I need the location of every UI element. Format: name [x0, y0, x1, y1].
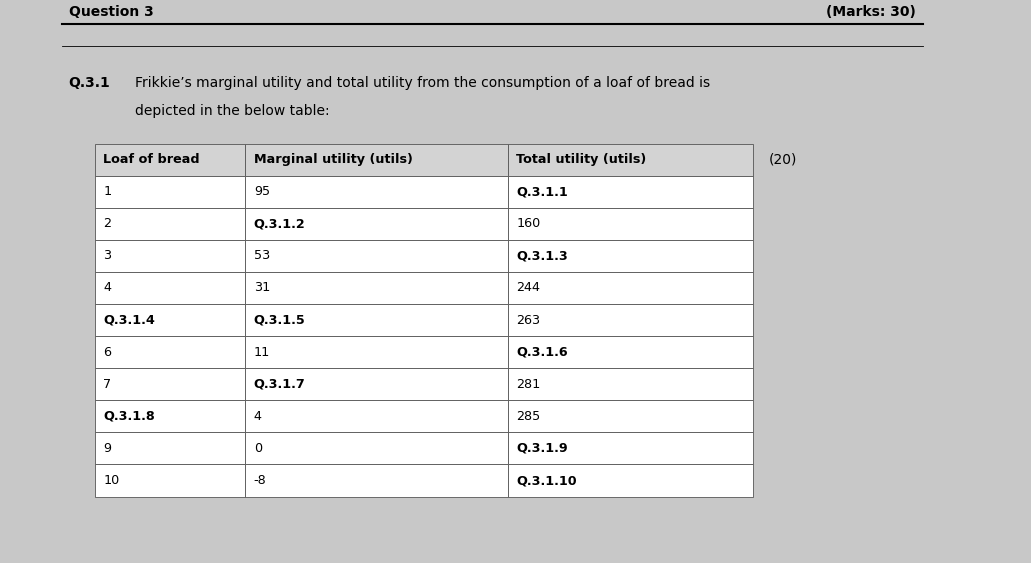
Bar: [245, 368, 508, 400]
Text: 4: 4: [103, 282, 111, 294]
Bar: [245, 400, 508, 432]
Bar: [508, 240, 754, 272]
Bar: [508, 464, 754, 497]
Text: Loaf of bread: Loaf of bread: [103, 153, 200, 166]
Text: 53: 53: [254, 249, 270, 262]
Bar: [245, 464, 508, 497]
Text: 7: 7: [103, 378, 111, 391]
Bar: [508, 304, 754, 336]
Text: Total utility (utils): Total utility (utils): [517, 153, 646, 166]
Text: Q.3.1.10: Q.3.1.10: [517, 474, 577, 487]
Text: -8: -8: [254, 474, 267, 487]
Bar: [245, 176, 508, 208]
Bar: [508, 368, 754, 400]
Bar: [95, 304, 245, 336]
Text: Q.3.1.6: Q.3.1.6: [517, 346, 568, 359]
Text: Marginal utility (utils): Marginal utility (utils): [254, 153, 412, 166]
Bar: [245, 304, 508, 336]
Bar: [508, 144, 754, 176]
Text: 285: 285: [517, 410, 540, 423]
Bar: [95, 464, 245, 497]
Text: Q.3.1.3: Q.3.1.3: [517, 249, 568, 262]
Text: 281: 281: [517, 378, 540, 391]
Bar: [95, 208, 245, 240]
Bar: [95, 432, 245, 464]
Bar: [95, 176, 245, 208]
Bar: [95, 240, 245, 272]
Text: 6: 6: [103, 346, 111, 359]
Text: 1: 1: [103, 185, 111, 198]
Text: Q.3.1.8: Q.3.1.8: [103, 410, 155, 423]
Text: 11: 11: [254, 346, 270, 359]
Text: Question 3: Question 3: [69, 5, 154, 19]
Bar: [95, 144, 245, 176]
Text: 2: 2: [103, 217, 111, 230]
Bar: [245, 208, 508, 240]
Bar: [95, 400, 245, 432]
Bar: [95, 368, 245, 400]
Text: Q.3.1.1: Q.3.1.1: [517, 185, 568, 198]
Bar: [508, 208, 754, 240]
Bar: [508, 400, 754, 432]
Bar: [508, 432, 754, 464]
Text: 31: 31: [254, 282, 270, 294]
Text: 10: 10: [103, 474, 120, 487]
Text: 4: 4: [254, 410, 262, 423]
Text: 263: 263: [517, 314, 540, 327]
Bar: [508, 176, 754, 208]
Text: 160: 160: [517, 217, 540, 230]
Bar: [245, 432, 508, 464]
Bar: [95, 272, 245, 304]
Bar: [508, 336, 754, 368]
Text: (Marks: 30): (Marks: 30): [826, 5, 916, 19]
Bar: [245, 336, 508, 368]
Text: (20): (20): [769, 153, 797, 167]
Bar: [245, 240, 508, 272]
Text: Frikkie’s marginal utility and total utility from the consumption of a loaf of b: Frikkie’s marginal utility and total uti…: [135, 76, 710, 90]
Text: 0: 0: [254, 442, 262, 455]
Text: Q.3.1.4: Q.3.1.4: [103, 314, 155, 327]
Bar: [245, 272, 508, 304]
Text: Q.3.1.2: Q.3.1.2: [254, 217, 305, 230]
Text: 244: 244: [517, 282, 540, 294]
Bar: [245, 144, 508, 176]
Bar: [95, 336, 245, 368]
Text: Q.3.1: Q.3.1: [69, 76, 110, 90]
Text: Q.3.1.7: Q.3.1.7: [254, 378, 305, 391]
Text: 95: 95: [254, 185, 270, 198]
Text: 3: 3: [103, 249, 111, 262]
Bar: [508, 272, 754, 304]
Text: Q.3.1.9: Q.3.1.9: [517, 442, 568, 455]
Text: depicted in the below table:: depicted in the below table:: [135, 104, 330, 118]
Text: 9: 9: [103, 442, 111, 455]
Text: Q.3.1.5: Q.3.1.5: [254, 314, 305, 327]
